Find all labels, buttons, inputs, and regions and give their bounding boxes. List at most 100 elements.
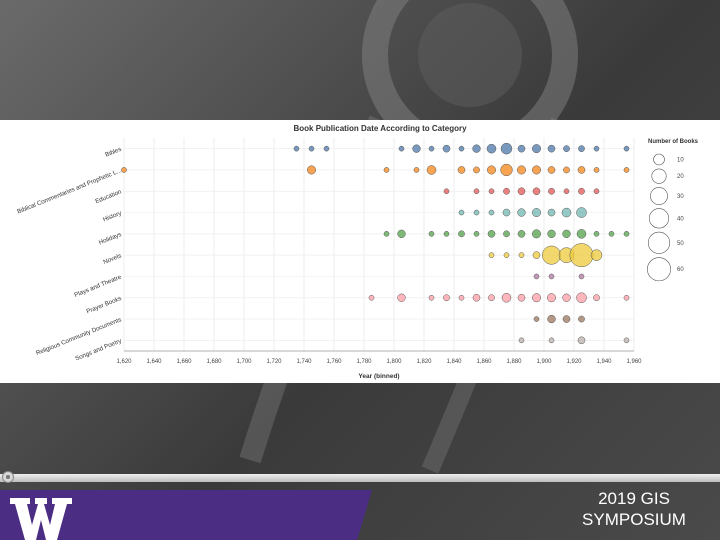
legend-title: Number of Books bbox=[648, 139, 699, 145]
bubble-chart: Book Publication Date According to Categ… bbox=[16, 124, 699, 380]
y-axis-labels: Bibles Biblical Commentaries and Propheti… bbox=[16, 146, 123, 363]
x-tick-label: 1,940 bbox=[596, 359, 612, 365]
bubble-point bbox=[576, 229, 587, 239]
bubble-point bbox=[488, 188, 495, 195]
legend-size-circle bbox=[647, 231, 671, 254]
footer-bar bbox=[0, 474, 720, 482]
symposium-label: 2019 GIS SYMPOSIUM bbox=[564, 488, 704, 530]
legend-size-circle bbox=[648, 208, 670, 229]
bubble-point bbox=[593, 167, 600, 173]
legend-size-circle bbox=[653, 153, 665, 166]
chart-grid bbox=[123, 138, 635, 352]
x-tick-label: 1,820 bbox=[416, 359, 432, 365]
bubble-point bbox=[413, 167, 420, 173]
bubble-point bbox=[623, 145, 630, 152]
bubble-point bbox=[623, 231, 630, 237]
bubble-point bbox=[517, 230, 526, 238]
bubble-point bbox=[473, 166, 480, 174]
bubble-point bbox=[121, 167, 127, 173]
bubble-point bbox=[547, 293, 556, 303]
bubble-point bbox=[428, 231, 435, 237]
bubble-point bbox=[397, 229, 406, 238]
bubble-point bbox=[517, 165, 526, 175]
bubble-point bbox=[532, 293, 541, 303]
bubble-point bbox=[502, 208, 511, 217]
chart-panel: Book Publication Date According to Categ… bbox=[0, 120, 720, 383]
bubble-point bbox=[578, 187, 585, 195]
legend-size-label: 60 bbox=[677, 267, 684, 273]
bubble-point bbox=[503, 252, 510, 258]
bubble-point bbox=[590, 249, 603, 261]
x-tick-label: 1,680 bbox=[206, 359, 222, 365]
size-legend: Number of Books 10 20 30 40 50 60 bbox=[647, 139, 699, 282]
x-tick-label: 1,700 bbox=[236, 359, 252, 365]
bubble-point bbox=[487, 230, 496, 238]
bubble-point bbox=[487, 165, 496, 175]
bubble-point bbox=[398, 145, 405, 152]
bubble-point bbox=[397, 293, 406, 302]
bubble-point bbox=[532, 144, 541, 154]
bubble-point bbox=[593, 188, 600, 195]
legend-size-label: 40 bbox=[677, 216, 684, 222]
x-tick-label: 1,800 bbox=[386, 359, 402, 365]
y-category-label: Novels bbox=[102, 252, 122, 266]
bubble-point bbox=[623, 167, 630, 173]
bubble-point bbox=[503, 230, 510, 238]
x-tick-label: 1,860 bbox=[476, 359, 492, 365]
bubble-point bbox=[578, 273, 585, 280]
x-tick-label: 1,720 bbox=[266, 359, 282, 365]
bubble-point bbox=[293, 145, 300, 152]
bubble-point bbox=[443, 294, 450, 302]
bubble-point bbox=[443, 231, 450, 237]
uw-w-logo-icon bbox=[10, 498, 72, 540]
bubble-point bbox=[501, 292, 512, 303]
bubble-point bbox=[472, 293, 481, 302]
bubble-point bbox=[578, 315, 585, 323]
bubble-point bbox=[486, 143, 497, 154]
bubble-point bbox=[569, 243, 594, 268]
x-tick-label: 1,880 bbox=[506, 359, 522, 365]
bubble-point bbox=[488, 294, 495, 302]
legend-size-circle bbox=[650, 187, 668, 205]
bubble-point bbox=[547, 314, 556, 324]
y-category-label: Prayer Books bbox=[85, 295, 122, 315]
x-tick-label: 1,900 bbox=[536, 359, 552, 365]
x-tick-label: 1,840 bbox=[446, 359, 462, 365]
bubble-point bbox=[593, 145, 600, 152]
x-tick-label: 1,960 bbox=[626, 359, 642, 365]
legend-size-label: 20 bbox=[677, 174, 684, 180]
legend-size-label: 30 bbox=[677, 194, 684, 200]
x-tick-label: 1,920 bbox=[566, 359, 582, 365]
bubble-point bbox=[576, 207, 587, 218]
bubble-point bbox=[608, 231, 615, 237]
bubble-point bbox=[518, 337, 525, 344]
bubble-point bbox=[577, 166, 586, 174]
x-tick-label: 1,640 bbox=[146, 359, 162, 365]
bubble-point bbox=[623, 337, 630, 344]
legend-size-label: 10 bbox=[677, 157, 684, 163]
bubble-point bbox=[577, 336, 586, 345]
bubble-point bbox=[458, 145, 465, 152]
x-tick-label: 1,660 bbox=[176, 359, 192, 365]
bubble-point bbox=[473, 209, 480, 216]
bubble-point bbox=[488, 252, 495, 258]
bubble-point bbox=[458, 209, 465, 216]
bubble-point bbox=[562, 315, 571, 323]
bubble-point bbox=[428, 294, 435, 301]
bubble-point bbox=[368, 294, 375, 301]
bubble-point bbox=[517, 208, 526, 217]
bubble-point bbox=[548, 337, 555, 344]
bubble-point bbox=[383, 231, 390, 237]
bubble-point bbox=[578, 145, 585, 153]
bubble-point bbox=[547, 229, 556, 238]
x-tick-label: 1,760 bbox=[326, 359, 342, 365]
x-axis-title: Year (binned) bbox=[358, 373, 399, 380]
bubble-point bbox=[532, 165, 541, 175]
bubble-point bbox=[623, 294, 630, 301]
footer-dot bbox=[2, 471, 14, 483]
bubble-point bbox=[323, 145, 330, 152]
bubble-point bbox=[442, 144, 451, 153]
bubble-point bbox=[473, 188, 480, 195]
bubble-point bbox=[457, 166, 466, 174]
bubble-point bbox=[561, 207, 572, 218]
